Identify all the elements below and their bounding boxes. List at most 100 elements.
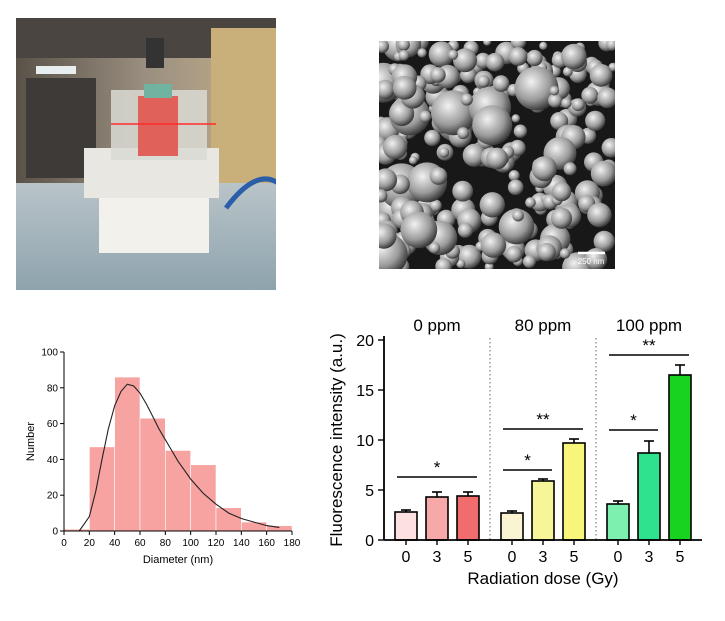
fluorescence-bar: [394, 511, 418, 541]
nanoparticle-sphere: [550, 207, 573, 229]
nanoparticle-sphere: [561, 43, 587, 70]
histogram-y-tick-label: 20: [47, 491, 59, 502]
histogram-x-tick-label: 20: [84, 538, 96, 549]
nanoparticle-sphere: [453, 48, 477, 73]
nanoparticle-sphere: [531, 156, 557, 182]
nanoparticle-sphere: [593, 230, 615, 252]
nanoparticle-sphere: [571, 98, 585, 112]
nanoparticle-sphere: [581, 86, 599, 104]
nanoparticle-sphere: [512, 209, 524, 222]
dose-tick-label: 3: [645, 549, 654, 566]
nanoparticle-sphere: [597, 87, 615, 109]
fluorescence-y-axis-label: Fluorescence intensity (a.u.): [327, 333, 346, 547]
nanoparticle-sphere: [400, 211, 438, 249]
nanoparticle-sphere: [429, 167, 448, 185]
nanoparticle-sphere: [428, 41, 455, 67]
nanoparticle-sphere: [447, 49, 459, 60]
dose-tick-label: 0: [402, 549, 411, 566]
nanoparticle-sphere: [430, 67, 446, 83]
histogram-y-tick-label: 0: [52, 527, 58, 538]
nanoparticle-sphere: [460, 93, 473, 106]
histogram-x-tick-label: 0: [61, 538, 67, 549]
nanoparticle-sphere: [562, 66, 573, 77]
histogram-chart: 0 20 40 60 80 100 120 140 160 180 0 20 40 60 80 100 Dia…: [25, 348, 301, 567]
histogram-bar: [215, 507, 242, 532]
nanoparticle-sphere: [379, 79, 395, 100]
histogram-x-tick-label: 80: [160, 538, 172, 549]
setup-photo-drawing: [16, 18, 276, 290]
fluorescence-bar: [606, 503, 630, 541]
histogram-bar: [241, 521, 267, 532]
nanoparticle-sphere: [435, 258, 452, 269]
nanoparticle-sphere: [601, 138, 615, 158]
dose-tick-label: 3: [433, 549, 442, 566]
nanoparticle-sphere: [419, 110, 432, 123]
nanoparticle-sphere: [462, 143, 486, 167]
significance-marker: **: [642, 336, 656, 355]
nanoparticle-sphere: [522, 255, 536, 269]
group-label-0ppm: 0 ppm: [413, 316, 460, 335]
nanoparticle-sphere: [492, 75, 510, 92]
nanoparticle-sphere: [525, 197, 536, 208]
nanoparticle-sphere: [479, 192, 505, 218]
nanoparticle-sphere: [537, 242, 556, 262]
histogram-x-tick-label: 140: [233, 538, 250, 549]
nanoparticle-sphere: [587, 202, 612, 228]
fluorescence-chart: * * ** * ** 0 3 5 0 3 5 0 3 5 0 5 10 15 20 0 ppm 80 ppm 1…: [322, 310, 714, 600]
nanoparticle-sphere: [508, 170, 520, 182]
histogram-y-tick-label: 100: [41, 348, 58, 359]
nanoparticle-sphere: [428, 242, 441, 254]
nanoparticle-sphere: [508, 47, 528, 66]
nanoparticle-sphere: [379, 41, 389, 53]
histogram-x-tick-label: 160: [258, 538, 275, 549]
nanoparticle-sphere: [548, 93, 563, 108]
dose-tick-label: 0: [508, 549, 517, 566]
nanoparticle-sphere: [397, 41, 410, 51]
nanoparticle-sphere: [485, 52, 505, 72]
nanoparticle-sphere: [606, 41, 615, 51]
fluorescence-y-tick-label: 5: [365, 483, 374, 500]
significance-marker: *: [524, 451, 531, 470]
histogram-x-tick-label: 60: [134, 538, 146, 549]
size-histogram: 0 20 40 60 80 100 120 140 160 180 0 20 40 60 80 100 Dia…: [14, 338, 304, 578]
fluorescence-x-axis-label: Radiation dose (Gy): [467, 569, 618, 588]
nanoparticle-sphere: [498, 208, 535, 245]
fluorescence-bar: [500, 512, 524, 541]
histogram-y-tick-label: 80: [47, 383, 59, 394]
nanoparticle-sphere: [585, 110, 606, 131]
histogram-y-tick-label: 40: [47, 455, 59, 466]
nanoparticle-sphere: [513, 124, 528, 138]
nanoparticle-sphere: [457, 127, 470, 140]
histogram-x-axis-label: Diameter (nm): [143, 554, 213, 566]
lognormal-fit-curve: [78, 383, 280, 532]
nanoparticle-sphere: [563, 162, 577, 176]
nanoparticle-sphere: [379, 189, 388, 203]
nanoparticle-sphere: [398, 50, 410, 61]
nanoparticle-sphere: [507, 179, 524, 196]
fluorescence-bar: [456, 495, 480, 541]
nanoparticle-sphere: [429, 199, 442, 212]
nanoparticle-sphere: [559, 248, 571, 259]
histogram-y-tick-label: 60: [47, 419, 59, 430]
nanoparticle-sphere: [472, 105, 513, 146]
nanoparticle-sphere: [379, 223, 397, 249]
nanoparticle-sphere: [561, 97, 572, 109]
scale-bar-label: 250 nm: [578, 257, 605, 266]
group-label-100ppm: 100 ppm: [616, 316, 682, 335]
nanoparticle-sphere: [486, 147, 508, 170]
fluorescence-bar: [531, 480, 555, 541]
nanoparticle-sphere: [417, 48, 427, 58]
nanoparticle-sphere: [457, 222, 473, 238]
fluorescence-y-tick-label: 15: [356, 383, 374, 400]
fluorescence-bar: [562, 442, 586, 541]
nanoparticle-sphere: [514, 66, 559, 111]
dose-tick-label: 0: [614, 549, 623, 566]
histogram-bar: [190, 464, 217, 532]
nanoparticle-sphere: [456, 259, 466, 269]
nanoparticle-sphere: [379, 168, 398, 192]
dose-tick-label: 5: [464, 549, 473, 566]
nanoparticle-sphere: [438, 147, 450, 158]
nanoparticle-sphere: [483, 41, 492, 46]
nanoparticle-sphere: [480, 232, 507, 258]
